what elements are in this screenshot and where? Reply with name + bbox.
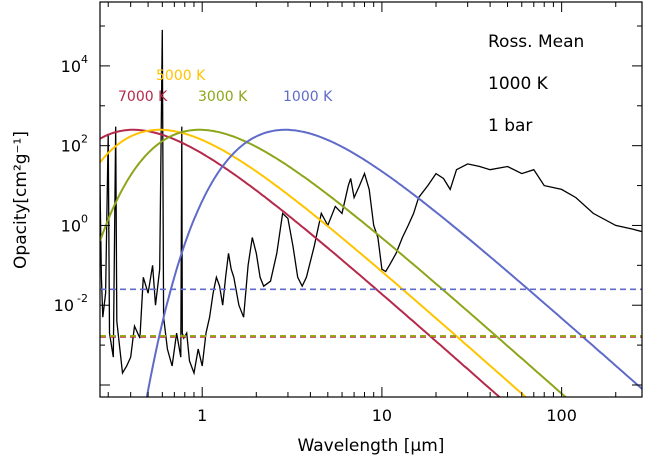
- annotation-text: 1000 K: [488, 74, 549, 94]
- y-tick-exponent: 2: [81, 133, 88, 146]
- y-tick-label: 10: [54, 296, 74, 315]
- y-tick-label: 10: [61, 216, 81, 235]
- y-tick-exponent: -2: [77, 292, 88, 305]
- x-tick-label: 100: [546, 406, 577, 425]
- annotation-text: Ross. Mean: [488, 32, 584, 52]
- y-tick-label: 10: [61, 137, 81, 156]
- plot-frame: [99, 1, 643, 398]
- x-tick-label: 10: [372, 406, 392, 425]
- x-tick-label: 1: [197, 406, 207, 425]
- series-line: [100, 128, 568, 397]
- y-tick-exponent: 4: [81, 53, 88, 66]
- series-label: 7000 K: [118, 89, 168, 105]
- y-tick-exponent: 0: [81, 212, 88, 225]
- series-label: 3000 K: [198, 89, 248, 105]
- axis-ticks: [100, 2, 642, 397]
- opacity-spectrum-line: [100, 29, 642, 376]
- series-label: 1000 K: [283, 89, 333, 105]
- x-axis-label: Wavelength [μm]: [298, 436, 445, 456]
- series-line: [145, 128, 642, 397]
- annotation-text: 1 bar: [488, 116, 532, 136]
- series-line: [100, 128, 528, 397]
- series-label: 5000 K: [156, 68, 206, 84]
- y-axis-label: Opacity[cm²g⁻¹]: [11, 131, 31, 269]
- series-line: [100, 128, 501, 397]
- plot-curves: [100, 29, 642, 397]
- y-tick-label: 10: [61, 57, 81, 76]
